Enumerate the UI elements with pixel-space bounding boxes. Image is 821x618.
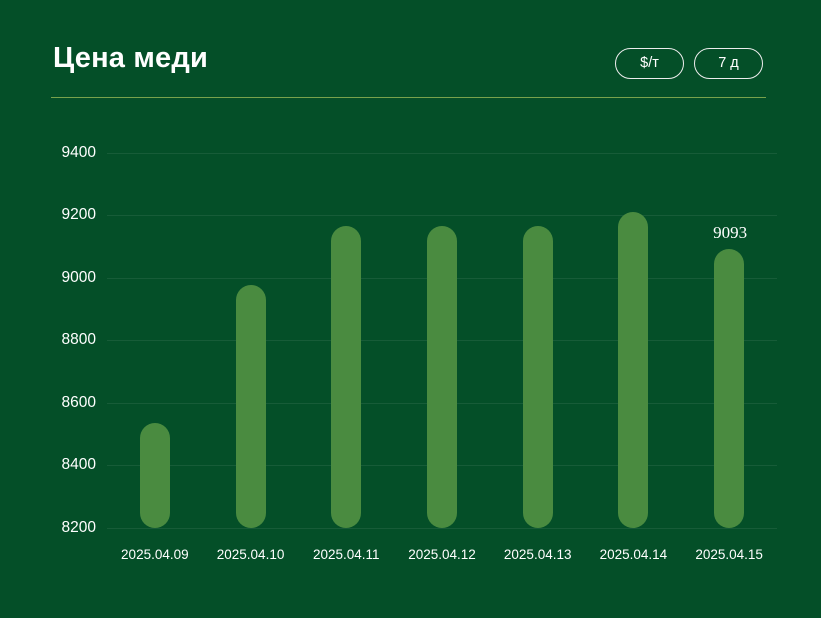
x-tick-label: 2025.04.11 (312, 547, 380, 562)
period-toggle-button[interactable]: 7 д (694, 48, 763, 79)
y-tick-label: 9400 (61, 143, 96, 161)
y-tick-label: 8200 (61, 518, 96, 536)
bar[interactable] (714, 248, 745, 528)
x-tick-label: 2025.04.13 (503, 547, 572, 562)
bar[interactable] (331, 226, 362, 528)
x-tick-label: 2025.04.09 (121, 547, 189, 562)
bar[interactable] (618, 211, 649, 528)
header-divider (51, 97, 766, 98)
unit-toggle-button[interactable]: $/т (615, 48, 684, 79)
gridline (107, 152, 777, 154)
chart-controls: $/т 7 д (615, 48, 763, 79)
y-tick-label: 8400 (61, 456, 96, 473)
page-title: Цена меди (53, 42, 208, 74)
y-tick-label: 9200 (61, 206, 96, 223)
y-tick-label: 9000 (61, 268, 96, 286)
bar[interactable] (522, 226, 553, 528)
x-tick-label: 2025.04.14 (599, 547, 668, 562)
gridline (107, 215, 777, 216)
y-tick-label: 8600 (61, 393, 96, 411)
bar[interactable] (427, 226, 457, 528)
bar-value-label: 9093 (713, 222, 748, 242)
bar[interactable] (139, 423, 170, 528)
x-tick-label: 2025.04.12 (408, 547, 476, 562)
gridline (107, 527, 777, 529)
x-tick-label: 2025.04.10 (216, 547, 285, 562)
bar[interactable] (235, 285, 266, 528)
x-tick-label: 2025.04.15 (695, 547, 763, 562)
y-tick-label: 8800 (61, 331, 96, 348)
